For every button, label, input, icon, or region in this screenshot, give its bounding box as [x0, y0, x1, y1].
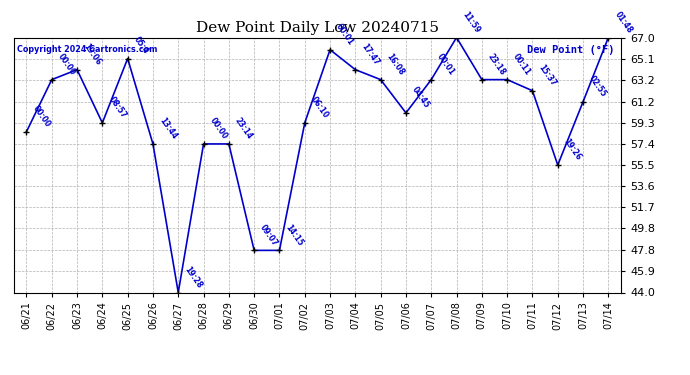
Text: 17:47: 17:47 — [359, 42, 381, 67]
Text: 09:07: 09:07 — [258, 223, 279, 248]
Text: 11:59: 11:59 — [461, 10, 482, 35]
Text: 08:57: 08:57 — [106, 95, 128, 120]
Text: 23:14: 23:14 — [233, 116, 254, 141]
Text: 19:06: 19:06 — [81, 42, 102, 67]
Text: 23:18: 23:18 — [486, 52, 507, 77]
Text: 00:01: 00:01 — [334, 22, 355, 47]
Text: 04:45: 04:45 — [410, 85, 431, 110]
Text: 14:15: 14:15 — [284, 223, 305, 248]
Text: 00:00: 00:00 — [56, 52, 77, 77]
Text: 15:37: 15:37 — [537, 63, 558, 88]
Text: 19:26: 19:26 — [562, 137, 583, 162]
Text: 00:00: 00:00 — [208, 116, 229, 141]
Text: 00:01: 00:01 — [435, 52, 457, 77]
Text: 02:55: 02:55 — [587, 74, 609, 99]
Text: 13:44: 13:44 — [157, 116, 178, 141]
Text: 16:08: 16:08 — [385, 52, 406, 77]
Text: 00:00: 00:00 — [30, 104, 52, 129]
Text: 19:28: 19:28 — [182, 265, 204, 290]
Text: 05:4: 05:4 — [132, 35, 150, 56]
Title: Dew Point Daily Low 20240715: Dew Point Daily Low 20240715 — [196, 21, 439, 35]
Text: Dew Point (°F): Dew Point (°F) — [527, 45, 614, 55]
Text: 00:11: 00:11 — [511, 52, 533, 77]
Text: 06:10: 06:10 — [309, 95, 330, 120]
Text: 01:48: 01:48 — [613, 10, 634, 35]
Text: Copyright 2024 Cartronics.com: Copyright 2024 Cartronics.com — [17, 45, 157, 54]
